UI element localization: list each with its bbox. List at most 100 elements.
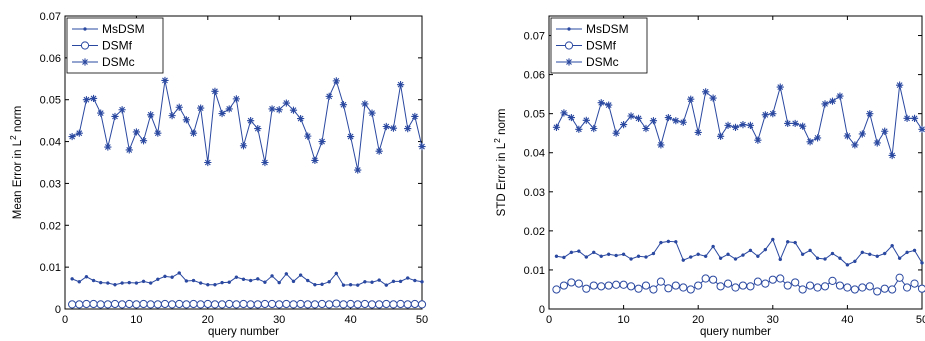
data-point — [211, 87, 219, 95]
data-point — [148, 281, 153, 285]
data-point — [198, 281, 203, 285]
data-point — [681, 258, 686, 262]
data-point — [354, 166, 362, 174]
legend-label: DSMc — [586, 55, 619, 69]
y-tick-label: 0.06 — [40, 53, 61, 65]
data-point — [210, 300, 220, 309]
data-point — [111, 112, 119, 121]
data-point — [912, 248, 917, 253]
data-point — [905, 250, 909, 255]
data-point — [562, 255, 566, 260]
y-tick-label: 0.04 — [524, 148, 545, 160]
data-point — [247, 117, 255, 125]
data-point — [865, 282, 874, 291]
legend-entry-dsmf: DSMf — [556, 39, 617, 53]
data-point — [182, 116, 190, 124]
data-point — [589, 281, 598, 290]
data-point — [347, 132, 355, 141]
data-point — [866, 110, 874, 118]
data-point — [733, 257, 738, 261]
data-point — [161, 76, 169, 85]
data-point — [711, 244, 715, 249]
data-point — [220, 280, 224, 285]
data-point — [881, 127, 889, 135]
data-point — [701, 274, 710, 283]
data-point — [168, 112, 176, 120]
data-point — [182, 300, 191, 309]
legend-label: DSMc — [102, 55, 135, 69]
data-point — [858, 130, 866, 138]
x-axis-label: query number — [700, 326, 771, 338]
data-point — [756, 254, 760, 259]
data-point — [880, 284, 889, 293]
data-point — [799, 122, 807, 130]
data-point — [746, 282, 755, 291]
data-point — [304, 132, 312, 140]
data-point — [367, 300, 377, 309]
data-point — [902, 283, 912, 292]
series-msdsm — [70, 271, 424, 287]
data-point — [821, 100, 829, 108]
mean-error-chart: 0 10 20 30 40 50 0 0.01 0.02 0.03 0.04 0.05 0.06 0.07… — [8, 11, 428, 338]
x-tick-label: 20 — [202, 314, 214, 326]
data-point — [118, 300, 127, 309]
data-point — [360, 299, 369, 309]
data-point — [82, 96, 91, 104]
data-point — [574, 279, 583, 288]
x-tick-label: 0 — [62, 314, 68, 326]
data-point — [404, 124, 412, 133]
data-point — [843, 132, 851, 140]
data-point — [398, 279, 403, 284]
data-point — [659, 240, 663, 245]
y-tick-label: 0.01 — [40, 262, 61, 274]
data-point — [184, 279, 189, 283]
data-point — [606, 252, 611, 257]
series-dsmc — [552, 81, 925, 160]
data-point — [920, 261, 924, 265]
data-point — [552, 123, 561, 131]
data-point — [113, 282, 117, 287]
y-axis-label-superscript: 2 — [8, 135, 18, 140]
data-point — [156, 277, 160, 282]
data-point — [592, 250, 596, 255]
data-point — [339, 300, 348, 309]
data-point — [110, 299, 120, 309]
std-error-chart: 0 10 20 30 40 50 0 0.01 0.02 0.03 0.04 0.05 0.06 0.07… — [492, 15, 925, 338]
x-tick-label: 40 — [841, 314, 853, 326]
y-tick-label: 0.07 — [524, 31, 545, 43]
data-point — [784, 119, 792, 128]
y-tick-label: 0.02 — [40, 220, 61, 232]
data-point — [813, 134, 822, 142]
data-point — [813, 283, 822, 292]
data-point — [318, 137, 326, 146]
data-point — [629, 257, 633, 261]
data-point — [858, 283, 867, 292]
y-axis-label-tail: norm — [496, 109, 508, 138]
data-point — [84, 275, 89, 279]
data-point — [575, 125, 583, 133]
data-point — [696, 252, 700, 257]
data-point — [621, 252, 626, 257]
data-point — [213, 282, 217, 287]
data-point — [256, 277, 260, 281]
data-point — [686, 285, 695, 294]
data-point — [253, 300, 262, 309]
data-point — [118, 106, 126, 114]
data-point — [636, 254, 641, 259]
data-point — [154, 129, 162, 137]
data-point — [614, 253, 618, 258]
x-tick-label: 40 — [344, 314, 356, 326]
data-point — [141, 279, 146, 284]
data-point — [890, 243, 894, 248]
data-point — [776, 274, 785, 283]
data-point — [709, 94, 717, 102]
data-point — [89, 94, 98, 103]
data-point — [89, 299, 98, 309]
y-axis-label: Mean Error in L2 norm — [8, 106, 24, 219]
data-point — [197, 104, 205, 112]
data-point — [798, 285, 807, 294]
y-axis-label: STD Error in L2 norm — [492, 109, 508, 217]
data-point — [332, 299, 341, 308]
data-point — [163, 274, 167, 279]
data-point — [160, 299, 170, 309]
